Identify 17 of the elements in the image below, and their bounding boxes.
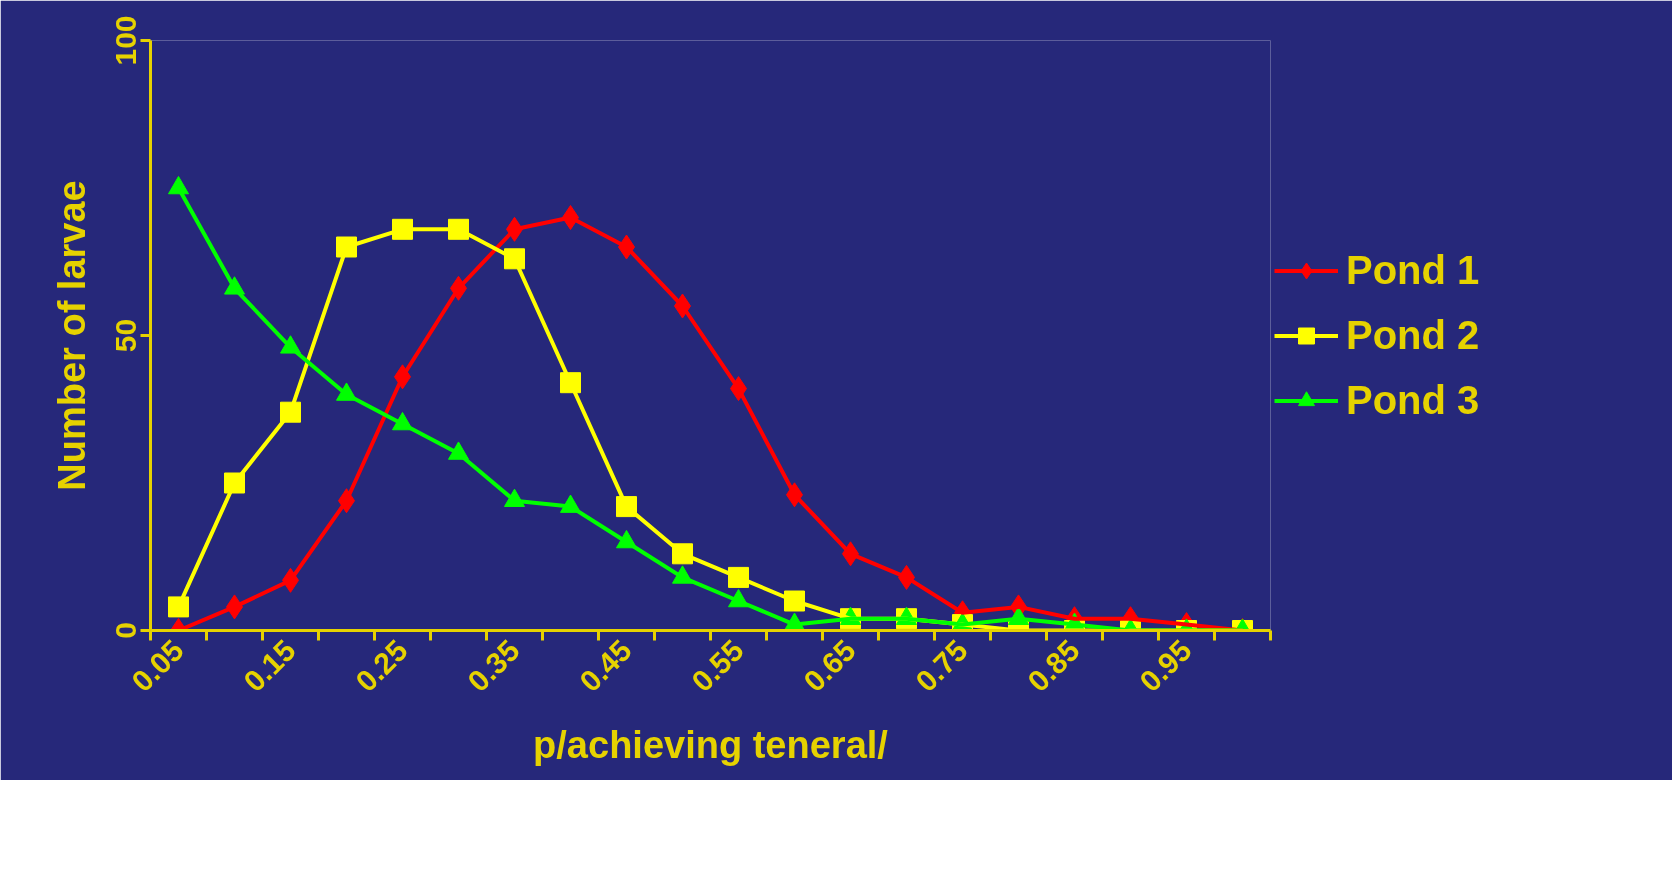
legend-label: Pond 1 — [1346, 247, 1480, 293]
x-tick-label: 0.15 — [237, 633, 302, 699]
y-axis-title: Number of larvae — [50, 180, 93, 491]
legend-label: Pond 2 — [1346, 312, 1480, 358]
x-tick-label: 0.35 — [461, 633, 526, 699]
y-tick-label: 50 — [108, 318, 142, 353]
x-tick-label: 0.75 — [909, 633, 974, 699]
x-tick-label: 0.95 — [1133, 633, 1198, 699]
x-tick-label: 0.65 — [797, 633, 862, 699]
x-tick-label: 0.55 — [685, 633, 750, 699]
legend-label: Pond 3 — [1346, 377, 1480, 423]
x-tick-label: 0.25 — [349, 633, 414, 699]
y-tick-label: 0 — [108, 622, 142, 639]
x-axis-title: p/achieving teneral/ — [533, 723, 889, 766]
y-tick-label: 100 — [108, 15, 142, 66]
x-tick-label: 0.45 — [573, 633, 638, 699]
x-tick-label: 0.85 — [1021, 633, 1086, 699]
